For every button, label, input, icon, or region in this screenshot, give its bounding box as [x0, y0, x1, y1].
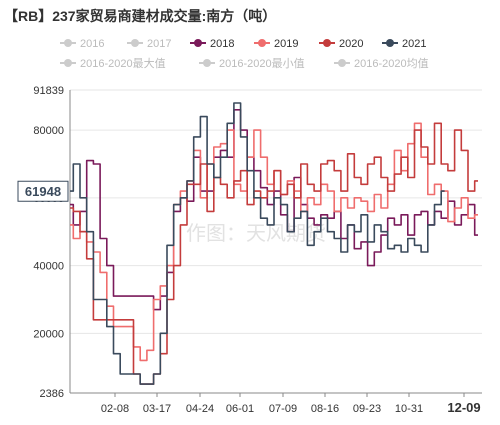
legend-swatch-dot [386, 39, 394, 47]
legend-item-5[interactable]: 2021 [382, 38, 426, 50]
chart-title: 【RB】237家贸易商建材成交量:南方（吨） [4, 8, 276, 24]
y-value-marker-label: 61948 [25, 184, 61, 199]
plot-area: 2386200004000060000800009183902-0803-170… [17, 85, 482, 415]
legend-item-3[interactable]: 2019 [254, 38, 298, 50]
legend-label: 2021 [402, 38, 426, 50]
series-line-2020 [70, 122, 478, 385]
x-tick-label: 09-23 [353, 403, 381, 415]
legend-label: 2019 [274, 38, 298, 50]
legend-item-6[interactable]: 2016-2020最大值 [60, 56, 166, 70]
legend-item-1[interactable]: 2017 [127, 38, 171, 50]
legend-label: 2017 [147, 38, 171, 50]
legend-swatch-dot [203, 59, 211, 67]
legend-item-0[interactable]: 2016 [60, 38, 104, 50]
legend-label: 2020 [339, 38, 363, 50]
legend-swatch-dot [64, 59, 72, 67]
legend-label: 2016-2020最大值 [80, 56, 166, 70]
legend-swatch-dot [64, 39, 72, 47]
y-value-marker-box [17, 180, 69, 202]
x-tick-label: 02-08 [101, 403, 129, 415]
x-tick-label: 08-16 [311, 403, 339, 415]
y-tick-label: 20000 [33, 328, 64, 340]
legend-item-2[interactable]: 2018 [190, 38, 234, 50]
x-tick-label: 07-09 [269, 403, 297, 415]
x-tick-label: 04-24 [186, 403, 214, 415]
y-tick-label: 80000 [33, 125, 64, 137]
legend-label: 2016 [80, 38, 104, 50]
x-tick-label: 10-31 [395, 403, 423, 415]
x-tick-label: 12-09 [447, 400, 480, 415]
legend-item-8[interactable]: 2016-2020均值 [334, 57, 429, 70]
legend-label: 2016-2020最小值 [219, 57, 305, 70]
legend-swatch-dot [131, 39, 139, 47]
legend-label: 2018 [210, 38, 234, 50]
x-tick-label: 03-17 [143, 403, 171, 415]
legend-label: 2016-2020均值 [354, 57, 429, 70]
x-tick-label: 06-01 [226, 403, 254, 415]
legend-swatch-dot [323, 39, 331, 47]
legend-item-7[interactable]: 2016-2020最小值 [199, 57, 305, 70]
y-value-marker: 61948 [17, 180, 69, 202]
y-tick-label: 40000 [33, 261, 64, 273]
legend-swatch-dot [258, 39, 266, 47]
series-line-2021 [70, 102, 445, 385]
legend[interactable]: 2016 2017 2018 2019 2020 2021 2016-2020最大值 2016… [60, 38, 429, 70]
watermark: 作图：天风期货 [186, 222, 326, 245]
legend-item-4[interactable]: 2020 [319, 38, 363, 50]
legend-swatch-dot [194, 39, 202, 47]
y-tick-label: 91839 [33, 85, 64, 97]
y-tick-label: 2386 [40, 388, 64, 400]
legend-swatch-dot [338, 59, 346, 67]
